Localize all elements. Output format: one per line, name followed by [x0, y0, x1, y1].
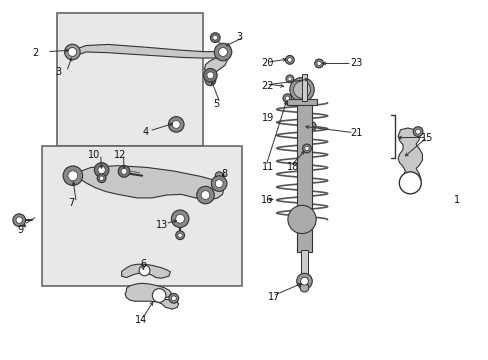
- Ellipse shape: [63, 166, 82, 185]
- Ellipse shape: [168, 293, 178, 303]
- Text: 17: 17: [267, 292, 279, 302]
- Ellipse shape: [285, 55, 294, 64]
- Text: 13: 13: [155, 220, 167, 230]
- Ellipse shape: [171, 210, 188, 228]
- Text: 23: 23: [350, 58, 362, 68]
- Text: 7: 7: [68, 198, 74, 208]
- Ellipse shape: [300, 283, 308, 292]
- Ellipse shape: [16, 217, 22, 223]
- Ellipse shape: [139, 265, 150, 276]
- Ellipse shape: [175, 231, 184, 240]
- Text: 10: 10: [88, 150, 100, 160]
- Ellipse shape: [168, 117, 183, 132]
- Text: 5: 5: [213, 99, 219, 109]
- Text: 3: 3: [55, 67, 61, 77]
- Ellipse shape: [169, 118, 183, 131]
- Text: 11: 11: [261, 162, 273, 172]
- Ellipse shape: [68, 171, 78, 181]
- Ellipse shape: [302, 144, 311, 153]
- Ellipse shape: [415, 129, 420, 134]
- Ellipse shape: [203, 68, 217, 82]
- Ellipse shape: [287, 58, 291, 62]
- Ellipse shape: [178, 233, 182, 237]
- Polygon shape: [122, 264, 170, 278]
- Bar: [287, 99, 316, 105]
- Text: 21: 21: [350, 129, 362, 138]
- Ellipse shape: [304, 146, 308, 150]
- Ellipse shape: [13, 214, 25, 226]
- Ellipse shape: [316, 61, 321, 66]
- Text: 3: 3: [236, 32, 242, 42]
- Text: 19: 19: [261, 113, 273, 123]
- Ellipse shape: [99, 176, 103, 180]
- Ellipse shape: [287, 205, 316, 234]
- Bar: [296, 99, 312, 252]
- Text: 6: 6: [140, 259, 146, 269]
- Text: 16: 16: [261, 195, 273, 205]
- Polygon shape: [204, 51, 227, 74]
- Ellipse shape: [215, 172, 223, 180]
- Ellipse shape: [204, 75, 215, 86]
- Ellipse shape: [97, 174, 106, 183]
- Text: 20: 20: [261, 58, 274, 68]
- Ellipse shape: [173, 212, 186, 225]
- Ellipse shape: [283, 94, 291, 103]
- Polygon shape: [76, 44, 217, 58]
- Ellipse shape: [172, 121, 180, 128]
- Ellipse shape: [293, 81, 310, 98]
- Text: 1: 1: [453, 195, 459, 205]
- Ellipse shape: [412, 127, 422, 136]
- Ellipse shape: [307, 122, 316, 131]
- Ellipse shape: [94, 163, 109, 177]
- Ellipse shape: [212, 35, 217, 40]
- Text: 8: 8: [221, 169, 226, 179]
- Polygon shape: [98, 170, 105, 176]
- Ellipse shape: [196, 186, 214, 204]
- Polygon shape: [76, 166, 224, 200]
- Ellipse shape: [285, 75, 293, 83]
- Ellipse shape: [296, 273, 312, 289]
- Ellipse shape: [201, 191, 209, 199]
- Text: 12: 12: [114, 150, 126, 160]
- Bar: [42, 146, 242, 286]
- Text: 2: 2: [33, 48, 39, 58]
- Text: 14: 14: [134, 315, 146, 325]
- Text: 15: 15: [420, 133, 433, 143]
- Bar: [57, 13, 203, 146]
- Ellipse shape: [175, 214, 184, 223]
- Text: 4: 4: [142, 127, 149, 136]
- Bar: [300, 250, 308, 277]
- Ellipse shape: [98, 166, 105, 174]
- Ellipse shape: [118, 166, 130, 177]
- Ellipse shape: [314, 59, 323, 68]
- Ellipse shape: [121, 168, 127, 174]
- Ellipse shape: [68, 48, 77, 57]
- Ellipse shape: [210, 33, 220, 42]
- Polygon shape: [397, 128, 422, 193]
- Text: 18: 18: [286, 162, 299, 172]
- Ellipse shape: [211, 176, 226, 192]
- Text: 22: 22: [261, 81, 274, 91]
- Polygon shape: [125, 283, 178, 309]
- Ellipse shape: [171, 296, 176, 301]
- Ellipse shape: [399, 172, 420, 194]
- Ellipse shape: [215, 180, 223, 188]
- Ellipse shape: [214, 43, 231, 61]
- Ellipse shape: [289, 77, 314, 102]
- Ellipse shape: [152, 289, 165, 302]
- Ellipse shape: [285, 96, 289, 100]
- Ellipse shape: [64, 44, 80, 60]
- Bar: [301, 74, 307, 101]
- Text: 9: 9: [17, 225, 23, 235]
- Ellipse shape: [300, 277, 308, 285]
- Ellipse shape: [206, 72, 213, 79]
- Ellipse shape: [287, 77, 291, 81]
- Ellipse shape: [218, 48, 227, 57]
